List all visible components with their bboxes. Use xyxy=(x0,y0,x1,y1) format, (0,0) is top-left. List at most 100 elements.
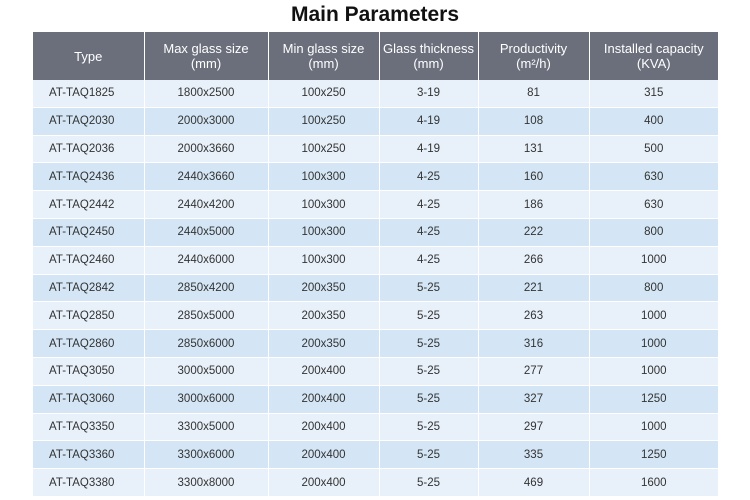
cell-type: AT-TAQ3360 xyxy=(33,440,145,470)
cell-min-glass-size: 200x350 xyxy=(268,329,380,358)
cell-productivity: 277 xyxy=(478,357,590,386)
cell-max-glass-size: 3300x8000 xyxy=(144,468,269,497)
column-header-max-glass-size: Max glass size (mm) xyxy=(144,32,269,80)
cell-installed-capacity: 500 xyxy=(589,135,718,164)
cell-productivity: 186 xyxy=(478,190,590,219)
column-header-glass-thickness: Glass thickness (mm) xyxy=(379,32,479,80)
cell-type: AT-TAQ3380 xyxy=(33,468,145,497)
cell-type: AT-TAQ2436 xyxy=(33,162,145,192)
cell-type: AT-TAQ2842 xyxy=(33,274,145,303)
cell-installed-capacity: 400 xyxy=(589,107,718,136)
cell-max-glass-size: 3300x5000 xyxy=(144,413,269,442)
column-header-min-glass-size: Min glass size (mm) xyxy=(268,32,380,80)
cell-installed-capacity: 630 xyxy=(589,162,718,192)
cell-glass-thickness: 5-25 xyxy=(379,413,479,442)
cell-glass-thickness: 5-25 xyxy=(379,385,479,414)
cell-max-glass-size: 2850x4200 xyxy=(144,274,269,303)
cell-min-glass-size: 200x400 xyxy=(268,385,380,414)
table-row: AT-TAQ3360 3300x6000 200x400 5-25 335 12… xyxy=(33,440,718,470)
column-header-line1: Min glass size xyxy=(282,41,365,56)
cell-glass-thickness: 4-19 xyxy=(379,135,479,164)
cell-type: AT-TAQ2442 xyxy=(33,190,145,219)
cell-productivity: 335 xyxy=(478,440,590,470)
cell-productivity: 221 xyxy=(478,274,590,303)
cell-productivity: 263 xyxy=(478,301,590,331)
cell-installed-capacity: 1000 xyxy=(589,246,718,275)
cell-productivity: 131 xyxy=(478,135,590,164)
column-header-line1: Type xyxy=(74,48,103,64)
cell-max-glass-size: 3300x6000 xyxy=(144,440,269,470)
table-row: AT-TAQ2860 2850x6000 200x350 5-25 316 10… xyxy=(33,329,718,358)
cell-glass-thickness: 4-25 xyxy=(379,218,479,247)
cell-glass-thickness: 5-25 xyxy=(379,329,479,358)
cell-productivity: 297 xyxy=(478,413,590,442)
cell-installed-capacity: 1000 xyxy=(589,357,718,386)
cell-productivity: 316 xyxy=(478,329,590,358)
column-header-productivity: Productivity (m²/h) xyxy=(478,32,590,80)
table-row: AT-TAQ2436 2440x3660 100x300 4-25 160 63… xyxy=(33,162,718,192)
cell-installed-capacity: 1250 xyxy=(589,385,718,414)
cell-glass-thickness: 5-25 xyxy=(379,274,479,303)
cell-installed-capacity: 1000 xyxy=(589,301,718,331)
table-row: AT-TAQ1825 1800x2500 100x250 3-19 81 315 xyxy=(33,80,718,108)
cell-max-glass-size: 3000x5000 xyxy=(144,357,269,386)
cell-min-glass-size: 100x250 xyxy=(268,135,380,164)
cell-productivity: 108 xyxy=(478,107,590,136)
cell-min-glass-size: 100x250 xyxy=(268,80,380,108)
cell-type: AT-TAQ2030 xyxy=(33,107,145,136)
column-header-line2: (KVA) xyxy=(636,56,671,71)
cell-glass-thickness: 4-19 xyxy=(379,107,479,136)
cell-glass-thickness: 4-25 xyxy=(379,246,479,275)
cell-min-glass-size: 200x400 xyxy=(268,357,380,386)
column-header-line2: (m²/h) xyxy=(516,56,551,71)
table-row: AT-TAQ2450 2440x5000 100x300 4-25 222 80… xyxy=(33,218,718,247)
cell-productivity: 469 xyxy=(478,468,590,497)
cell-glass-thickness: 5-25 xyxy=(379,301,479,331)
cell-max-glass-size: 2440x6000 xyxy=(144,246,269,275)
page-title: Main Parameters xyxy=(290,3,460,26)
cell-installed-capacity: 1000 xyxy=(589,413,718,442)
cell-min-glass-size: 100x300 xyxy=(268,218,380,247)
cell-min-glass-size: 200x350 xyxy=(268,274,380,303)
cell-installed-capacity: 630 xyxy=(589,190,718,219)
cell-min-glass-size: 100x300 xyxy=(268,162,380,192)
cell-glass-thickness: 5-25 xyxy=(379,468,479,497)
cell-installed-capacity: 315 xyxy=(589,80,718,108)
cell-max-glass-size: 1800x2500 xyxy=(144,80,269,108)
cell-type: AT-TAQ3050 xyxy=(33,357,145,386)
parameters-table: Type Max glass size (mm) Min glass size … xyxy=(33,32,718,497)
cell-installed-capacity: 1000 xyxy=(589,329,718,358)
column-header-line1: Productivity xyxy=(499,41,568,56)
cell-type: AT-TAQ2860 xyxy=(33,329,145,358)
cell-installed-capacity: 800 xyxy=(589,218,718,247)
table-row: AT-TAQ2842 2850x4200 200x350 5-25 221 80… xyxy=(33,274,718,303)
cell-productivity: 81 xyxy=(478,80,590,108)
cell-productivity: 266 xyxy=(478,246,590,275)
table-row: AT-TAQ2036 2000x3660 100x250 4-19 131 50… xyxy=(33,135,718,164)
cell-installed-capacity: 1250 xyxy=(589,440,718,470)
cell-type: AT-TAQ1825 xyxy=(33,80,145,108)
table-row: AT-TAQ2442 2440x4200 100x300 4-25 186 63… xyxy=(33,190,718,219)
table-row: AT-TAQ2030 2000x3000 100x250 4-19 108 40… xyxy=(33,107,718,136)
cell-max-glass-size: 2850x6000 xyxy=(144,329,269,358)
column-header-line2: (mm) xyxy=(308,56,339,71)
cell-max-glass-size: 2440x5000 xyxy=(144,218,269,247)
cell-glass-thickness: 5-25 xyxy=(379,440,479,470)
column-header-type: Type xyxy=(33,32,145,80)
cell-min-glass-size: 100x250 xyxy=(268,107,380,136)
cell-max-glass-size: 2000x3000 xyxy=(144,107,269,136)
cell-min-glass-size: 200x400 xyxy=(268,468,380,497)
table-row: AT-TAQ3060 3000x6000 200x400 5-25 327 12… xyxy=(33,385,718,414)
column-header-line2: (mm) xyxy=(190,56,222,71)
column-header-line1: Max glass size xyxy=(163,41,249,56)
cell-min-glass-size: 100x300 xyxy=(268,246,380,275)
cell-max-glass-size: 2850x5000 xyxy=(144,301,269,331)
cell-type: AT-TAQ2450 xyxy=(33,218,145,247)
cell-glass-thickness: 5-25 xyxy=(379,357,479,386)
table-row: AT-TAQ2460 2440x6000 100x300 4-25 266 10… xyxy=(33,246,718,275)
cell-type: AT-TAQ2460 xyxy=(33,246,145,275)
cell-type: AT-TAQ3350 xyxy=(33,413,145,442)
cell-max-glass-size: 3000x6000 xyxy=(144,385,269,414)
cell-min-glass-size: 100x300 xyxy=(268,190,380,219)
table-row: AT-TAQ2850 2850x5000 200x350 5-25 263 10… xyxy=(33,301,718,331)
